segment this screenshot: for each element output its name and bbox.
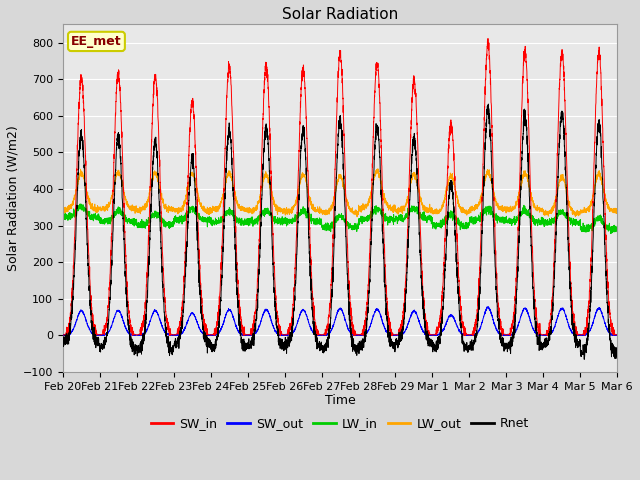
Rnet: [434, 335, 442, 340]
SW_out: [59, 332, 67, 338]
LW_out: [613, 208, 621, 214]
Line: LW_in: LW_in: [63, 204, 617, 234]
LW_in: [613, 227, 621, 232]
LW_in: [496, 219, 504, 225]
Legend: SW_in, SW_out, LW_in, LW_out, Rnet: SW_in, SW_out, LW_in, LW_out, Rnet: [146, 412, 534, 435]
SW_in: [496, 326, 504, 332]
SW_in: [319, 332, 327, 337]
Rnet: [319, 347, 327, 353]
LW_in: [319, 225, 327, 231]
SW_out: [496, 332, 504, 338]
Rnet: [580, 357, 588, 362]
SW_out: [613, 332, 621, 338]
Rnet: [484, 101, 492, 107]
LW_out: [59, 205, 67, 211]
SW_in: [64, 332, 72, 338]
SW_in: [613, 332, 621, 338]
SW_out: [465, 332, 472, 338]
SW_out: [434, 332, 442, 337]
LW_in: [607, 231, 614, 237]
SW_out: [59, 332, 67, 338]
LW_out: [496, 203, 504, 209]
LW_out: [613, 207, 621, 213]
LW_in: [59, 216, 67, 221]
LW_out: [374, 166, 382, 172]
Y-axis label: Solar Radiation (W/m2): Solar Radiation (W/m2): [7, 125, 20, 271]
Rnet: [159, 279, 166, 285]
Line: Rnet: Rnet: [63, 104, 617, 360]
LW_in: [434, 223, 442, 229]
SW_out: [613, 332, 621, 338]
SW_in: [434, 330, 442, 336]
SW_out: [484, 304, 492, 310]
SW_in: [59, 332, 67, 338]
SW_in: [613, 332, 621, 338]
LW_in: [77, 201, 84, 207]
Rnet: [613, 352, 621, 358]
LW_out: [353, 214, 361, 220]
LW_out: [434, 209, 442, 215]
SW_out: [159, 325, 166, 331]
Line: LW_out: LW_out: [63, 169, 617, 217]
SW_in: [484, 36, 492, 41]
Line: SW_out: SW_out: [63, 307, 617, 335]
LW_out: [465, 207, 472, 213]
LW_in: [613, 224, 621, 230]
SW_out: [319, 331, 327, 337]
SW_in: [465, 332, 472, 338]
Rnet: [496, 334, 504, 340]
Text: EE_met: EE_met: [71, 35, 122, 48]
Title: Solar Radiation: Solar Radiation: [282, 7, 398, 22]
LW_in: [465, 224, 472, 230]
Rnet: [613, 348, 621, 353]
LW_out: [319, 208, 327, 214]
Rnet: [59, 343, 67, 348]
LW_in: [159, 218, 166, 224]
X-axis label: Time: Time: [324, 394, 355, 408]
Line: SW_in: SW_in: [63, 38, 617, 335]
SW_in: [159, 252, 166, 257]
Rnet: [465, 346, 472, 351]
LW_out: [159, 197, 166, 203]
